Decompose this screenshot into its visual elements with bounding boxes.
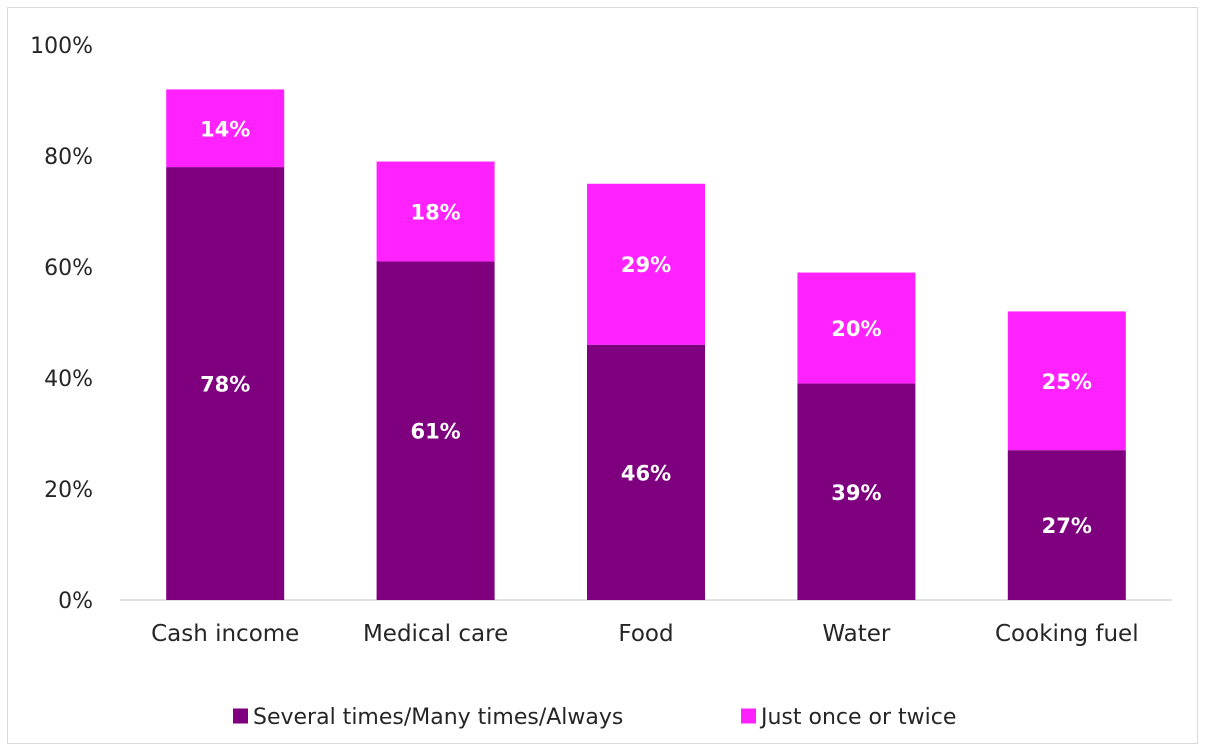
y-tick-label: 40%: [44, 367, 93, 392]
data-label: 14%: [200, 117, 250, 141]
bar-segment: [376, 261, 495, 600]
legend-label: Several times/Many times/Always: [253, 705, 623, 730]
legend-item: Just once or twice: [741, 705, 956, 730]
y-tick-label: 0%: [58, 589, 93, 614]
category-label: Cash income: [151, 621, 299, 647]
legend-swatch: [741, 708, 756, 724]
y-tick-label: 20%: [44, 478, 93, 503]
bar-segment: [1007, 311, 1126, 451]
bar-segment: [587, 344, 705, 600]
data-label: 18%: [410, 201, 460, 225]
y-axis-tick-labels: 0% 20% 40% 60% 80% 100%: [30, 34, 93, 614]
bar-segment: [1007, 450, 1126, 600]
data-label: 29%: [621, 253, 671, 277]
data-labels: 78% 14% 61% 18% 46% 29% 39% 20% 27% 25%: [200, 117, 1092, 538]
legend-item: Several times/Many times/Always: [233, 705, 623, 730]
bar-segment: [376, 161, 495, 262]
bar-segment: [166, 167, 285, 600]
bar-segment: [797, 272, 916, 384]
bar-segment: [587, 183, 705, 345]
category-label: Food: [618, 621, 673, 647]
data-label: 25%: [1042, 370, 1092, 394]
y-tick-label: 60%: [44, 256, 93, 281]
data-label: 61%: [410, 420, 460, 444]
legend: Several times/Many times/Always Just once…: [233, 705, 956, 730]
legend-swatch: [233, 708, 248, 724]
category-label: Cooking fuel: [995, 621, 1139, 647]
data-label: 46%: [621, 461, 671, 485]
data-label: 27%: [1042, 514, 1092, 538]
bar-segment: [166, 89, 285, 168]
y-tick-label: 80%: [44, 145, 93, 170]
category-label: Medical care: [363, 621, 508, 647]
x-axis-category-labels: Cash income Medical care Food Water Cooking …: [151, 621, 1139, 647]
data-label: 39%: [831, 481, 881, 505]
legend-label: Just once or twice: [759, 705, 956, 730]
category-label: Water: [822, 621, 891, 647]
data-label: 20%: [831, 317, 881, 341]
data-label: 78%: [200, 373, 250, 397]
bar-segment: [797, 383, 916, 600]
y-tick-label: 100%: [30, 34, 93, 59]
bars: [166, 89, 1126, 600]
